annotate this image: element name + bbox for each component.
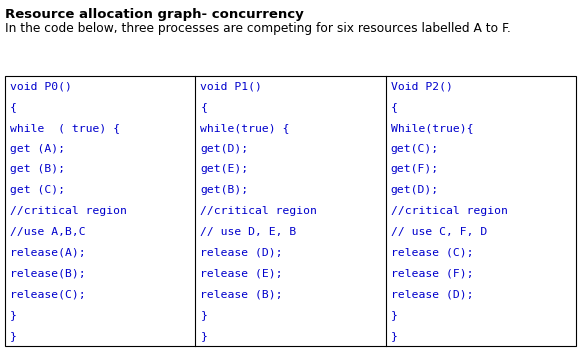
Text: release(B);: release(B); bbox=[10, 268, 85, 278]
Text: get(F);: get(F); bbox=[390, 165, 439, 175]
Text: //use A,B,C: //use A,B,C bbox=[10, 227, 85, 237]
Text: {: { bbox=[390, 102, 397, 112]
Text: release (D);: release (D); bbox=[390, 289, 473, 299]
Text: get (A);: get (A); bbox=[10, 144, 65, 154]
Text: release (F);: release (F); bbox=[390, 268, 473, 278]
Text: get(B);: get(B); bbox=[200, 185, 249, 195]
Text: release (D);: release (D); bbox=[200, 247, 283, 258]
Text: release (E);: release (E); bbox=[200, 268, 283, 278]
Text: release (B);: release (B); bbox=[200, 289, 283, 299]
Text: Void P2(): Void P2() bbox=[390, 81, 453, 91]
Text: get(D);: get(D); bbox=[390, 185, 439, 195]
Text: void P1(): void P1() bbox=[200, 81, 262, 91]
Text: release(C);: release(C); bbox=[10, 289, 85, 299]
Text: release (C);: release (C); bbox=[390, 247, 473, 258]
Text: }: } bbox=[200, 331, 207, 341]
Text: }: } bbox=[10, 310, 17, 320]
Text: //critical region: //critical region bbox=[200, 206, 317, 216]
Text: get (B);: get (B); bbox=[10, 165, 65, 175]
Text: get(C);: get(C); bbox=[390, 144, 439, 154]
Text: }: } bbox=[390, 331, 397, 341]
Text: In the code below, three processes are competing for six resources labelled A to: In the code below, three processes are c… bbox=[5, 22, 511, 35]
Text: while  ( true) {: while ( true) { bbox=[10, 123, 120, 133]
Text: {: { bbox=[10, 102, 17, 112]
Text: // use C, F, D: // use C, F, D bbox=[390, 227, 487, 237]
Text: //critical region: //critical region bbox=[390, 206, 508, 216]
Text: // use D, E, B: // use D, E, B bbox=[200, 227, 296, 237]
Text: }: } bbox=[200, 310, 207, 320]
Text: }: } bbox=[390, 310, 397, 320]
Text: {: { bbox=[200, 102, 207, 112]
Text: void P0(): void P0() bbox=[10, 81, 72, 91]
Text: While(true){: While(true){ bbox=[390, 123, 473, 133]
Text: while(true) {: while(true) { bbox=[200, 123, 290, 133]
Text: get(E);: get(E); bbox=[200, 165, 249, 175]
Text: get (C);: get (C); bbox=[10, 185, 65, 195]
Text: //critical region: //critical region bbox=[10, 206, 127, 216]
Bar bbox=[5, 76, 576, 346]
Text: }: } bbox=[10, 331, 17, 341]
Text: get(D);: get(D); bbox=[200, 144, 249, 154]
Text: Resource allocation graph- concurrency: Resource allocation graph- concurrency bbox=[5, 8, 304, 21]
Text: release(A);: release(A); bbox=[10, 247, 85, 258]
